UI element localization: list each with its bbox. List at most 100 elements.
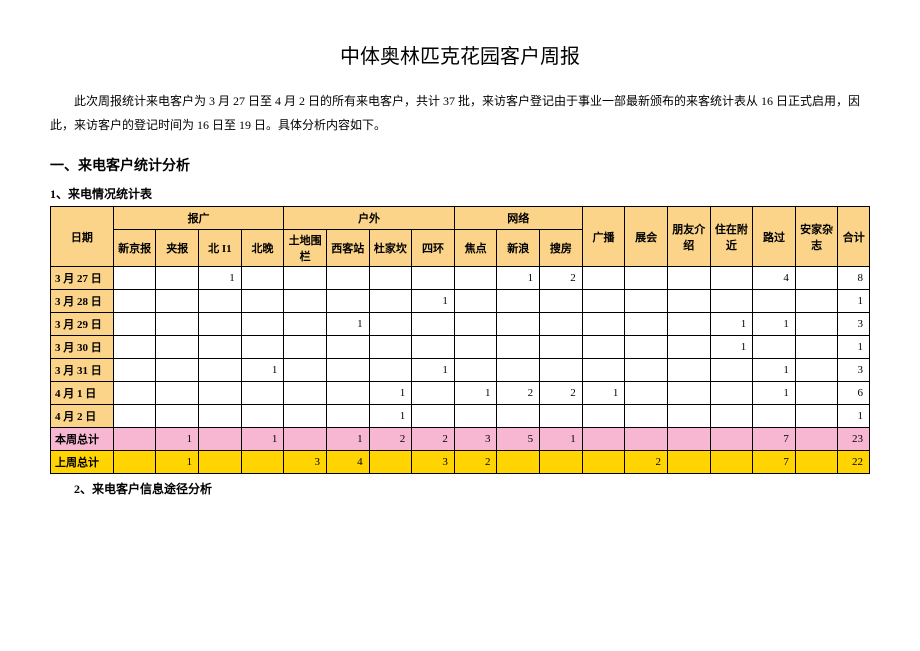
col-xikezhan: 西客站 [326,230,369,267]
table-cell: 1 [753,382,796,405]
table-cell [667,428,710,451]
table-cell [454,290,497,313]
table-cell [369,336,412,359]
table-cell: 2 [454,451,497,474]
table-cell [753,290,796,313]
table-cell: 4 [753,267,796,290]
col-passby: 路过 [753,207,796,267]
table-cell [625,267,668,290]
table-cell [412,267,455,290]
col-tudi: 土地围栏 [284,230,327,267]
table-cell [667,405,710,428]
table-cell: 1 [710,336,753,359]
table-cell [284,336,327,359]
table-cell [497,290,540,313]
table-cell: 1 [241,359,284,382]
table-cell: 8 [838,267,870,290]
table-cell [625,359,668,382]
table-cell [284,359,327,382]
table-cell [540,313,583,336]
table-cell: 1 [369,405,412,428]
table-cell [412,336,455,359]
table-cell [156,290,199,313]
table-cell [667,267,710,290]
table-cell [284,290,327,313]
table-cell [625,428,668,451]
table-cell [540,405,583,428]
table-cell [625,336,668,359]
table-cell [667,451,710,474]
table-cell [795,313,838,336]
table-cell [540,336,583,359]
table-cell [582,267,625,290]
col-jiabao: 夹报 [156,230,199,267]
table-cell [326,382,369,405]
col-soufang: 搜房 [540,230,583,267]
page-title: 中体奥林匹克花园客户周报 [50,40,870,69]
table-cell [241,405,284,428]
table-row: 4 月 1 日1122116 [51,382,870,405]
table-cell [199,382,242,405]
table-cell [156,359,199,382]
table-cell [241,451,284,474]
table-cell [156,336,199,359]
col-friend: 朋友介绍 [667,207,710,267]
col-jiaodian: 焦点 [454,230,497,267]
col-xinlang: 新浪 [497,230,540,267]
table-cell [412,405,455,428]
table-cell [241,382,284,405]
table-cell [582,451,625,474]
table-cell [667,290,710,313]
table-row: 3 月 30 日11 [51,336,870,359]
table-cell [284,428,327,451]
table-cell [156,267,199,290]
table-cell [369,290,412,313]
table-cell [241,313,284,336]
table-cell [582,428,625,451]
table-cell [582,405,625,428]
table-cell [625,290,668,313]
table-cell: 22 [838,451,870,474]
table-cell [497,359,540,382]
table-cell [710,382,753,405]
col-exhibition: 展会 [625,207,668,267]
table-cell [156,313,199,336]
table-cell: 1 [582,382,625,405]
table-cell: 7 [753,428,796,451]
table-cell [326,405,369,428]
table-cell [284,313,327,336]
col-group-baoguang: 报广 [113,207,284,230]
table-cell [113,290,156,313]
table-cell: 3 [284,451,327,474]
table-cell [625,313,668,336]
col-date-header: 日期 [51,207,114,267]
table-cell [199,405,242,428]
table-row: 3 月 31 日1113 [51,359,870,382]
table-row: 4 月 2 日11 [51,405,870,428]
table-cell [199,336,242,359]
table-cell: 1 [753,359,796,382]
table-cell [156,382,199,405]
table-cell: 1 [156,428,199,451]
table-cell [284,382,327,405]
table-cell [795,267,838,290]
table-cell [326,267,369,290]
col-group-network: 网络 [454,207,582,230]
date-cell: 3 月 31 日 [51,359,114,382]
call-stats-table: 日期 报广 户外 网络 广播 展会 朋友介绍 住在附近 路过 安家杂志 合计 新… [50,206,870,474]
table-cell [540,451,583,474]
col-nearby: 住在附近 [710,207,753,267]
subsection-2-heading: 2、来电客户信息途径分析 [74,480,870,497]
table-cell [113,382,156,405]
table-cell [326,359,369,382]
table-cell: 1 [412,290,455,313]
table-cell [710,290,753,313]
date-cell: 3 月 29 日 [51,313,114,336]
table-cell: 1 [156,451,199,474]
table-cell [113,451,156,474]
table-cell [497,405,540,428]
table-cell [667,313,710,336]
col-xinjingbao: 新京报 [113,230,156,267]
table-cell [199,313,242,336]
table-row: 3 月 27 日11248 [51,267,870,290]
